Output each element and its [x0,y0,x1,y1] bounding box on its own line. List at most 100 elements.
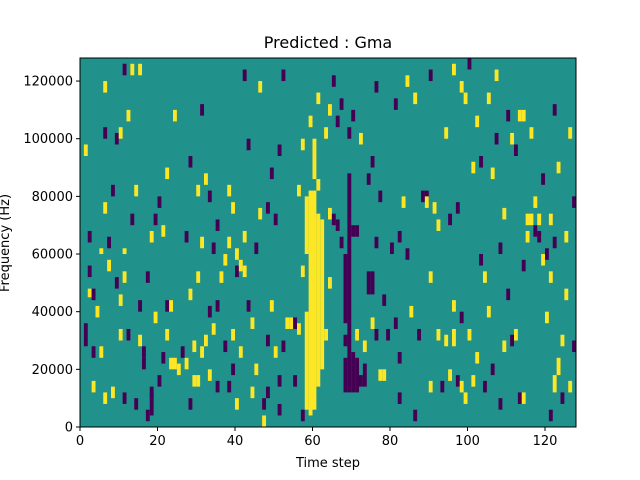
y-tick-label: 120000 [23,75,73,90]
heatmap-cell [180,346,185,358]
heatmap-cell [502,340,507,353]
heatmap-cell [328,277,332,289]
heatmap-cell [548,409,553,422]
heatmap-cell [374,236,379,249]
chart-title: Predicted : Gma [264,33,392,52]
heatmap-cell [308,190,313,416]
heatmap-cell [246,300,251,312]
heatmap-cell [293,375,298,387]
heatmap-cell [219,271,224,283]
heatmap-cell [355,328,360,341]
heatmap-cell [355,225,360,237]
heatmap-cell [452,328,456,347]
heatmap-cell [545,248,549,260]
heatmap-cell [235,265,239,278]
heatmap-cell [347,127,352,139]
heatmap-cell [215,300,220,312]
heatmap-cell [510,334,515,347]
heatmap-cell [455,202,460,214]
heatmap-cell [335,219,340,231]
heatmap-cell [91,380,96,393]
heatmap-cell [328,207,332,220]
heatmap-cell [269,167,274,180]
heatmap-cell [145,409,150,422]
heatmap-cell [138,334,143,347]
heatmap-cell [370,317,375,329]
heatmap-cell [304,311,309,410]
heatmap-cell [281,69,286,82]
heatmap-cell [467,328,472,341]
x-axis-label: Time step [295,456,360,471]
heatmap-cell [200,346,205,358]
heatmap-cell [130,63,135,76]
heatmap-cell [463,92,468,105]
heatmap-cell [192,340,197,353]
heatmap-cell [351,352,356,393]
heatmap-cell [366,271,371,295]
heatmap-cell [111,184,115,197]
heatmap-cell [277,144,282,157]
heatmap-cell [246,138,251,151]
heatmap-cell [463,392,468,404]
heatmap-cell [238,346,243,358]
heatmap-cell [215,380,220,393]
heatmap-cell [359,132,363,145]
heatmap-cell [285,317,290,329]
heatmap-cell [126,109,131,122]
heatmap-cell [541,254,546,266]
y-tick-label: 60000 [32,248,73,263]
heatmap-cell [87,288,92,298]
heatmap-cell [83,323,88,347]
heatmap-cell [521,259,526,272]
heatmap-cell [204,334,208,347]
heatmap-cell [103,81,108,93]
heatmap-cell [343,334,348,347]
heatmap-cell [207,305,212,318]
heatmap-cell [506,288,511,301]
heatmap-cell [266,202,270,214]
heatmap-cell [479,156,484,168]
heatmap-cell [471,161,476,174]
heatmap-cell [122,271,127,283]
heatmap-cell [331,213,336,226]
heatmap-cell [475,115,480,128]
heatmap-cell [107,236,112,249]
heatmap-cell [568,127,573,139]
heatmap-cell [231,363,236,376]
heatmap-cells [83,58,577,427]
heatmap-cell [397,392,402,404]
heatmap-cell [300,409,305,422]
heatmap-cell [173,109,177,122]
heatmap-cell [103,202,108,214]
heatmap-cell [548,213,553,226]
heatmap-cell [149,403,154,416]
x-tick-label: 40 [227,434,244,449]
heatmap-cell [235,398,239,410]
heatmap-cell [297,184,301,197]
heatmap-cell [308,115,313,128]
heatmap-cell [266,386,270,399]
heatmap-cell [343,254,348,324]
heatmap-cell [122,63,127,76]
heatmap-cell [521,109,526,122]
heatmap-cell [111,386,115,399]
heatmap-cell [545,311,549,324]
heatmap-cell [413,409,418,422]
heatmap-cell [281,340,286,353]
heatmap-cell [300,265,305,278]
heatmap-cell [95,305,100,318]
heatmap-cell [316,179,321,191]
heatmap-cell [401,196,406,208]
heatmap-cell [258,207,263,220]
heatmap-cell [529,127,534,139]
heatmap-cell [343,357,348,393]
heatmap-cell [517,392,522,404]
heatmap-cell [161,352,166,364]
heatmap-cell [184,230,189,243]
heatmap-cell [560,392,565,404]
heatmap-cell [149,392,154,404]
heatmap-cell [149,230,154,243]
y-tick-label: 0 [65,421,73,436]
heatmap-cell [351,225,356,237]
heatmap-cell [428,69,433,82]
